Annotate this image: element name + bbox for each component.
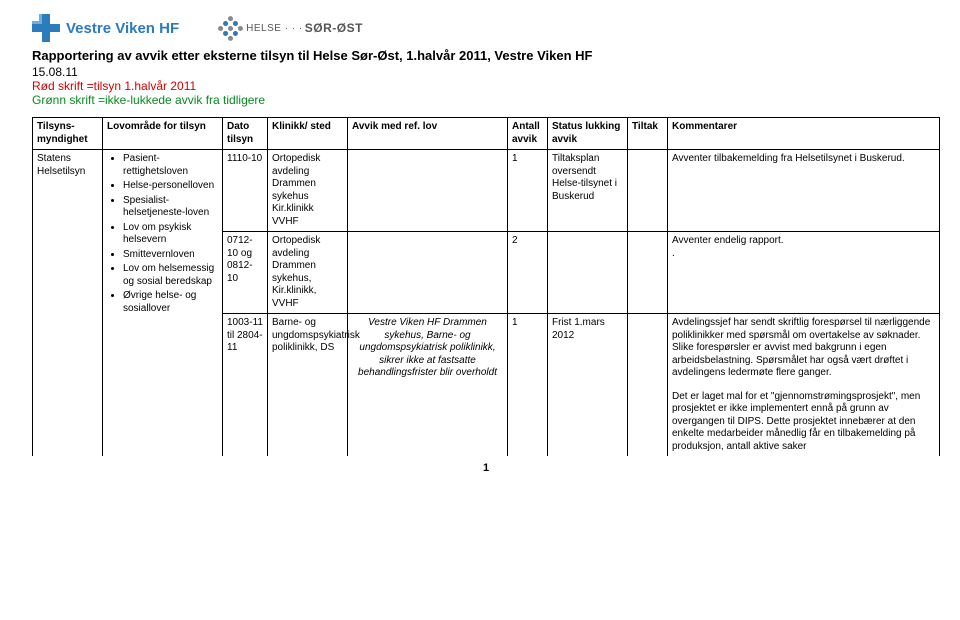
logo-so-big: SØR-ØST — [305, 21, 363, 35]
cell-avvik — [348, 232, 508, 314]
page-number: 1 — [32, 462, 940, 474]
cell-status: Frist 1.mars 2012 — [548, 314, 628, 457]
logo-vestre-viken: Vestre Viken HF — [32, 14, 179, 42]
dots-icon — [217, 15, 244, 42]
cell-antall: 1 — [508, 150, 548, 232]
cell-klinikk: Ortopedisk avdeling Drammen sykehus Kir.… — [268, 150, 348, 232]
logo-so-small: HELSE · · · — [246, 23, 303, 34]
lov-item: Lov om psykisk helsevern — [123, 222, 218, 247]
col-dato: Dato tilsyn — [223, 118, 268, 150]
page-title: Rapportering av avvik etter eksterne til… — [32, 48, 940, 63]
cell-klinikk: Ortopedisk avdeling Drammen sykehus, Kir… — [268, 232, 348, 314]
col-tiltak: Tiltak — [628, 118, 668, 150]
lov-item: Pasient-rettighetsloven — [123, 153, 218, 178]
table-row: Statens Helsetilsyn Pasient-rettighetslo… — [33, 150, 940, 232]
lov-item: Smittevernloven — [123, 249, 218, 262]
legend-red: Rød skrift =tilsyn 1.halvår 2011 — [32, 79, 940, 93]
cell-klinikk: Barne- og ungdomspsykiatrisk poliklinikk… — [268, 314, 348, 457]
lov-item: Øvrige helse- og sosiallover — [123, 290, 218, 315]
lov-item: Helse-personelloven — [123, 180, 218, 193]
logo-vv-text: Vestre Viken HF — [66, 20, 179, 37]
cell-kommentar-p2: Det er laget mal for et "gjennomstrøming… — [668, 383, 940, 457]
page-dateline: 15.08.11 — [32, 65, 940, 79]
report-table: Tilsyns-myndighet Lovområde for tilsyn D… — [32, 117, 940, 456]
logo-row: Vestre Viken HF HELSE · · · SØR-ØST — [32, 14, 940, 42]
cell-tiltak — [628, 232, 668, 314]
cell-kommentar: Avventer tilbakemelding fra Helsetilsyne… — [668, 150, 940, 232]
col-antall: Antall avvik — [508, 118, 548, 150]
cell-tiltak — [628, 150, 668, 232]
cell-kommentar: Avventer endelig rapport. . — [668, 232, 940, 314]
cell-antall: 2 — [508, 232, 548, 314]
col-tilsynsmyndighet: Tilsyns-myndighet — [33, 118, 103, 150]
col-kommentarer: Kommentarer — [668, 118, 940, 150]
lov-item: Spesialist-helsetjeneste-loven — [123, 195, 218, 220]
cell-antall: 1 — [508, 314, 548, 457]
cell-tm: Statens Helsetilsyn — [33, 150, 103, 457]
col-status: Status lukking avvik — [548, 118, 628, 150]
cross-icon — [32, 14, 60, 42]
cell-dato: 1003-11 til 2804-11 — [223, 314, 268, 457]
table-header-row: Tilsyns-myndighet Lovområde for tilsyn D… — [33, 118, 940, 150]
col-lovomrade: Lovområde for tilsyn — [103, 118, 223, 150]
cell-dato: 0712-10 og 0812-10 — [223, 232, 268, 314]
cell-dato: 1110-10 — [223, 150, 268, 232]
logo-helse-sor-ost: HELSE · · · SØR-ØST — [221, 19, 363, 38]
cell-status — [548, 232, 628, 314]
lov-item: Lov om helsemessig og sosial beredskap — [123, 263, 218, 288]
legend-green: Grønn skrift =ikke-lukkede avvik fra tid… — [32, 93, 940, 107]
cell-lov: Pasient-rettighetsloven Helse-personello… — [103, 150, 223, 457]
cell-kommentar-p1: Avdelingssjef har sendt skriftlig foresp… — [668, 314, 940, 383]
cell-status: Tiltaksplan oversendt Helse-tilsynet i B… — [548, 150, 628, 232]
cell-tiltak — [628, 314, 668, 457]
cell-avvik: Vestre Viken HF Drammen sykehus, Barne- … — [348, 314, 508, 457]
cell-avvik — [348, 150, 508, 232]
col-avvik: Avvik med ref. lov — [348, 118, 508, 150]
col-klinikk: Klinikk/ sted — [268, 118, 348, 150]
